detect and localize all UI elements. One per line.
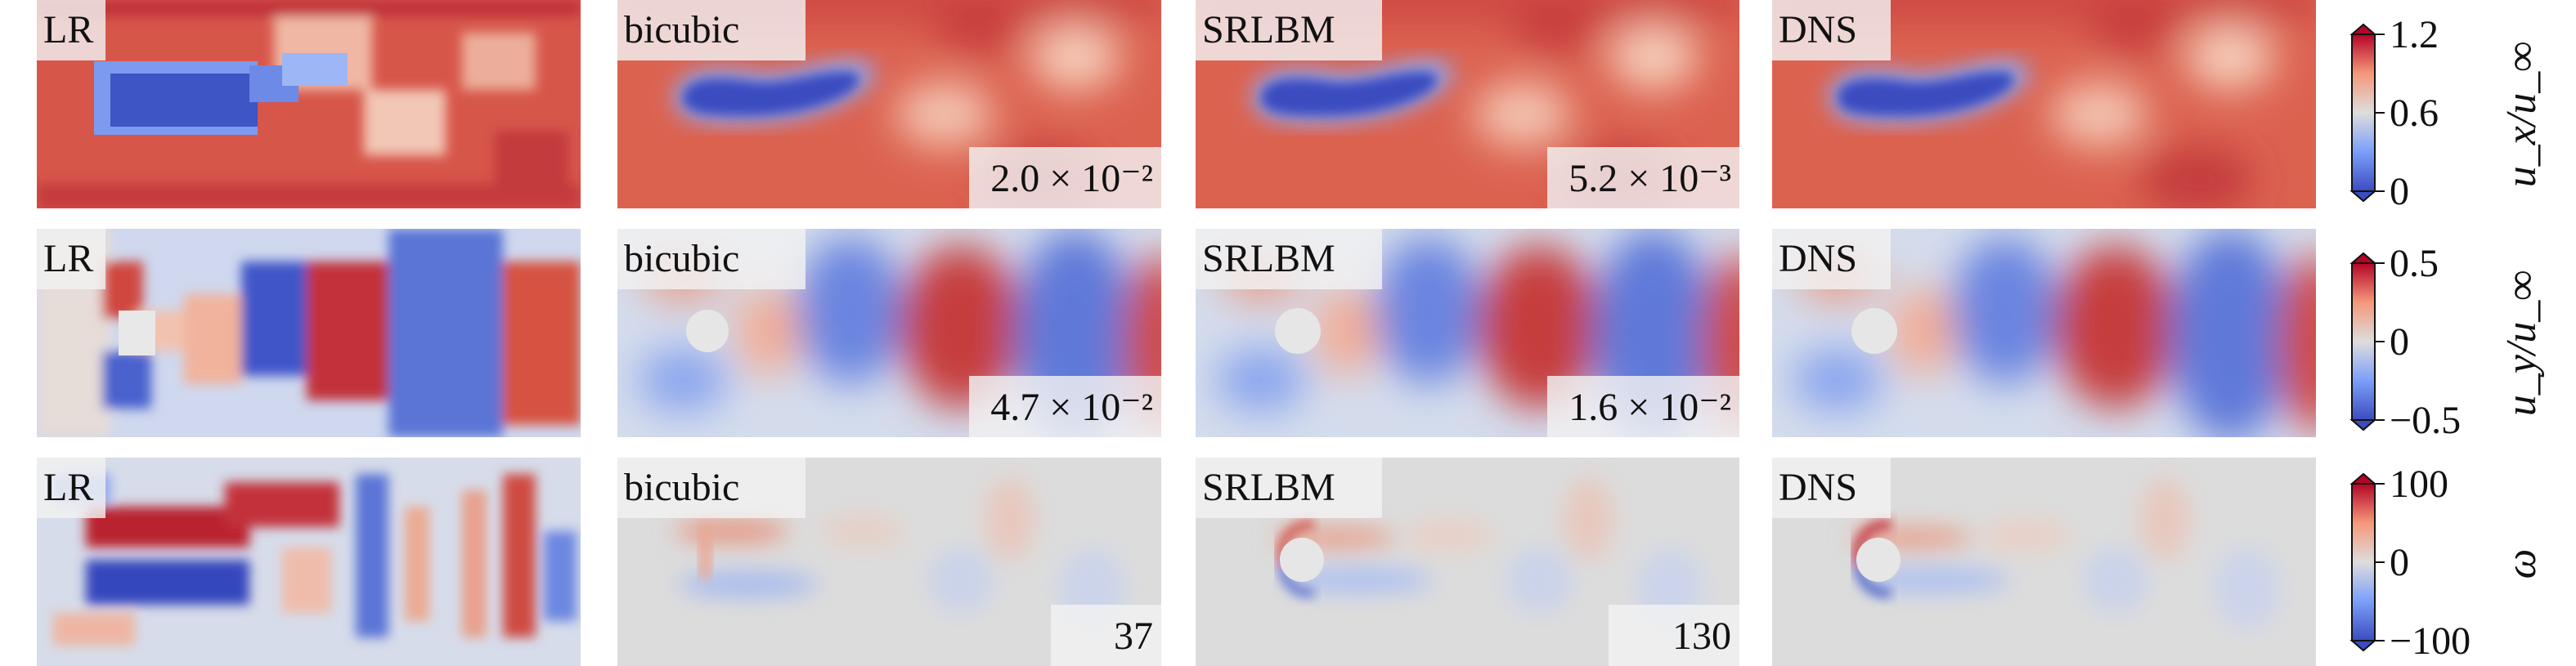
method-label: SRLBM [1202,8,1335,51]
colorbar-label: u_y/u_∞ [2498,270,2545,417]
panel-row2-lr: LR [37,229,581,437]
error-value: 5.2 × 10⁻³ [1568,157,1731,200]
colorbar-label: ω [2498,549,2545,579]
error-value: 1.6 × 10⁻² [1568,386,1731,429]
method-tag-bg [1772,458,1891,518]
error-value: 4.7 × 10⁻² [990,386,1153,429]
method-label: bicubic [624,466,739,509]
error-value: 2.0 × 10⁻² [990,157,1153,200]
method-label: DNS [1779,8,1857,51]
panel-row3-lr: LR [37,458,581,666]
method-tag-bg [37,458,105,518]
panel-row3-bicubic: bicubic 37 [617,458,1161,666]
panel-row2-bicubic: bicubic 4.7 × 10⁻² [617,229,1161,437]
colorbar-tick: 1.2 [2390,13,2439,56]
panel-row2-srlbm: SRLBM 1.6 × 10⁻² [1196,229,1739,437]
panel-row1-lr: LR [37,0,581,208]
error-tag-bg [1051,605,1161,666]
method-label: LR [43,237,93,280]
error-tag-bg [969,147,1161,208]
method-tag-bg [37,0,105,60]
panel-row1-srlbm: SRLBM 5.2 × 10⁻³ [1196,0,1739,208]
method-tag-bg [1772,229,1891,289]
method-label: SRLBM [1202,237,1335,280]
error-value: 130 [1672,615,1731,658]
method-tag-bg [1196,458,1382,518]
field-row3-lr [37,458,581,666]
colorbar-row2: 0.5 0 −0.5 u_y/u_∞ [2349,242,2545,442]
colorbar-row1: 1.2 0.6 0 u_x/u_∞ [2349,13,2545,213]
method-label: bicubic [624,8,739,51]
field-row1-lr [37,0,581,208]
method-tag-bg [617,458,806,518]
method-tag-bg [1196,0,1382,60]
method-label: SRLBM [1202,466,1335,509]
colorbar-tick: 0 [2390,320,2409,364]
colorbar-tick: 0 [2390,541,2409,584]
error-tag-bg [969,376,1161,437]
method-label: bicubic [624,237,739,280]
colorbar-label: u_x/u_∞ [2498,42,2545,188]
panel-row3-dns: DNS [1772,458,2316,666]
method-tag-bg [617,229,806,289]
error-tag-bg [1547,376,1739,437]
colorbar-tick: −100 [2390,619,2471,663]
method-tag-bg [1772,0,1891,60]
panel-row1-bicubic: bicubic 2.0 × 10⁻² [617,0,1161,208]
error-tag-bg [1609,605,1739,666]
colorbar-tick: 0.6 [2390,92,2439,135]
colorbar-row3: 100 0 −100 ω [2349,463,2545,663]
error-tag-bg [1547,147,1739,208]
colorbar-tick: 100 [2390,463,2448,506]
colorbar-tick: 0.5 [2390,242,2439,285]
colorbar-tick: 0 [2390,170,2409,213]
panel-row1-dns: DNS [1772,0,2316,208]
field-row2-lr [37,229,581,437]
panel-row3-srlbm: SRLBM 130 [1196,458,1739,666]
method-label: LR [43,8,93,51]
method-label: DNS [1779,237,1857,280]
field-row2-srlbm [1196,229,1739,437]
error-value: 37 [1114,615,1153,658]
method-tag-bg [1196,229,1382,289]
field-row3-dns [1772,458,2316,666]
method-label: DNS [1779,466,1857,509]
method-label: LR [43,466,93,509]
panel-row2-dns: DNS [1772,229,2316,437]
colorbar-tick: −0.5 [2390,399,2461,442]
method-tag-bg [37,229,105,289]
method-tag-bg [617,0,806,60]
